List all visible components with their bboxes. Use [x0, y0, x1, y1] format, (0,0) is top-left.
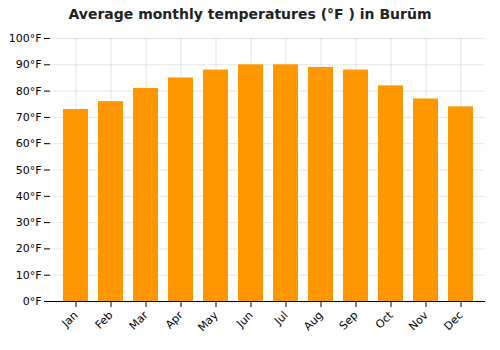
- svg-text:Mar: Mar: [127, 308, 151, 332]
- svg-text:Feb: Feb: [93, 309, 116, 332]
- svg-text:May: May: [195, 308, 221, 334]
- svg-text:20°F: 20°F: [16, 242, 42, 255]
- svg-text:Apr: Apr: [163, 308, 186, 331]
- svg-text:100°F: 100°F: [9, 32, 42, 45]
- svg-text:Aug: Aug: [301, 309, 325, 333]
- svg-text:Oct: Oct: [373, 308, 396, 331]
- svg-text:10°F: 10°F: [16, 269, 42, 282]
- svg-text:50°F: 50°F: [16, 164, 42, 177]
- svg-text:40°F: 40°F: [16, 190, 42, 203]
- svg-text:Jul: Jul: [271, 309, 290, 328]
- svg-text:70°F: 70°F: [16, 111, 42, 124]
- svg-text:Sep: Sep: [337, 309, 361, 333]
- svg-text:60°F: 60°F: [16, 137, 42, 150]
- svg-text:80°F: 80°F: [16, 85, 42, 98]
- svg-text:Nov: Nov: [406, 308, 431, 333]
- html-text:Average monthly temperatures (: Average monthly temperatures (°F ) in Bu…: [68, 6, 432, 22]
- svg-text:0°F: 0°F: [23, 295, 42, 308]
- svg-text:30°F: 30°F: [16, 216, 42, 229]
- svg-text:Jan: Jan: [59, 309, 81, 331]
- svg-text:90°F: 90°F: [16, 58, 42, 71]
- svg-text:Jun: Jun: [234, 309, 256, 331]
- svg-text:Dec: Dec: [441, 309, 465, 333]
